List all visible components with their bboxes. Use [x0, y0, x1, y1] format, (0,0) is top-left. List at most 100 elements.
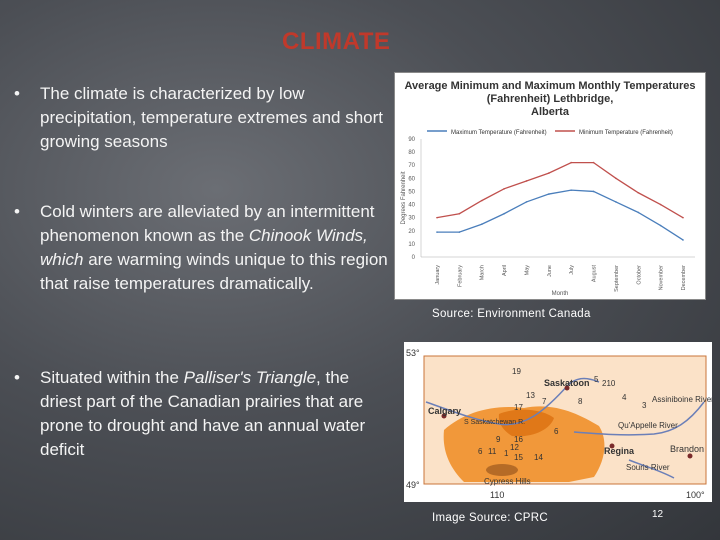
saskatoon-label: Saskatoon: [544, 378, 590, 388]
region-number: 5: [594, 375, 599, 384]
driest-zone: [498, 409, 554, 437]
palliser-triangle-area: [443, 406, 605, 482]
series-point: [436, 231, 438, 233]
series-point: [570, 189, 572, 191]
y-tick-label: 80: [408, 150, 415, 156]
page-number: 12: [652, 509, 664, 520]
lon-east-label: 100°: [686, 490, 705, 500]
calgary-label: Calgary: [428, 406, 461, 416]
lon-west-label: 110: [490, 490, 504, 500]
regina-label: Regina: [604, 446, 635, 456]
saskatchewan-river-line: [425, 377, 600, 426]
bullet-text: Situated within the Palliser's Triangle,…: [40, 368, 366, 459]
series-point: [503, 212, 505, 215]
x-tick-label: September: [614, 265, 620, 292]
y-axis-label: Degrees Fahrenheit: [401, 171, 407, 224]
chart-source: Source: Environment Canada: [432, 308, 591, 320]
y-tick-label: 40: [408, 203, 415, 209]
saskatoon-dot: [564, 385, 570, 391]
x-tick-label: December: [681, 265, 687, 291]
region-number: 19: [512, 367, 521, 376]
series-point: [525, 180, 528, 182]
calgary-dot: [441, 413, 447, 419]
regina-dot: [609, 443, 615, 449]
x-tick-label: October: [636, 265, 642, 285]
region-number: 7: [542, 397, 547, 406]
bullet-item: • Cold winters are alleviated by an inte…: [14, 200, 394, 296]
bullet-marker: •: [14, 368, 20, 387]
series-point: [592, 190, 595, 193]
series-point: [480, 223, 483, 226]
bullet-text: The climate is characterized by low prec…: [40, 84, 384, 151]
region-number: 9: [496, 435, 501, 444]
region-number: 13: [526, 391, 535, 400]
series-point: [503, 188, 505, 190]
qu-appelle-label: Qu'Appelle River: [618, 421, 678, 430]
series-point: [615, 177, 617, 180]
region-number: 3: [642, 401, 647, 410]
series-point: [682, 216, 684, 219]
region-number: 6: [478, 447, 483, 456]
map-svg: 53° 49° 110 100° Saskatoon Calgary Regin…: [404, 342, 714, 502]
bullet-item: • The climate is characterized by low pr…: [14, 82, 394, 154]
chart-title-line: (Fahrenheit) Lethbridge,: [487, 93, 614, 105]
x-tick-label: July: [569, 265, 575, 275]
series-point: [615, 201, 617, 203]
cypress-hills-label: Cypress Hills: [484, 477, 531, 486]
souris-label: Souris River: [626, 463, 670, 472]
y-tick-label: 60: [408, 176, 415, 182]
map-source: Image Source: CPRC: [432, 512, 548, 524]
region-number: 11: [488, 447, 497, 456]
lat-south-label: 49°: [406, 480, 420, 490]
souris-river-line: [628, 459, 675, 479]
series-point: [659, 203, 662, 206]
assiniboine-label: Assiniboine River: [652, 395, 712, 404]
series-point: [570, 161, 572, 164]
region-number: 210: [602, 379, 616, 388]
y-tick-label: 70: [408, 163, 415, 169]
series-point: [436, 216, 438, 219]
x-tick-label: April: [502, 265, 508, 276]
series-point: [458, 231, 461, 233]
series-point: [592, 161, 595, 164]
region-number: 8: [578, 397, 583, 406]
region-number: 15: [514, 453, 523, 462]
series-point: [637, 211, 640, 214]
y-tick-label: 30: [408, 216, 415, 222]
chart-title-line: Alberta: [531, 106, 570, 118]
brandon-dot: [687, 453, 693, 459]
x-tick-label: August: [592, 265, 598, 283]
region-number: 16: [514, 435, 523, 444]
region-number: 17: [514, 403, 523, 412]
brandon-label: Brandon: [670, 444, 704, 454]
palliser-triangle-map: 53° 49° 110 100° Saskatoon Calgary Regin…: [404, 342, 714, 502]
x-axis-label: Month: [552, 291, 569, 297]
region-number: 6: [554, 427, 559, 436]
y-tick-label: 90: [408, 137, 415, 143]
series-line: [436, 161, 684, 219]
series-point: [659, 224, 662, 227]
series-point: [480, 199, 483, 202]
series-point: [525, 201, 528, 203]
series-point: [637, 191, 640, 194]
x-tick-label: January: [435, 265, 441, 285]
chart-title-line: Average Minimum and Maximum Monthly Temp…: [405, 80, 696, 92]
s-saskatchewan-label: S Saskatchewan R.: [464, 419, 525, 426]
cypress-hills-shape: [486, 464, 518, 476]
region-number-labels: 19 5 210 13 7 8 4 3 17 6 16 12 1 11 15 1…: [478, 367, 647, 462]
x-tick-label: February: [457, 265, 463, 287]
x-tick-label: March: [480, 265, 486, 280]
bullet-text: Cold winters are alleviated by an interm…: [40, 202, 388, 293]
legend-label: Minimum Temperature (Fahrenheit): [579, 130, 673, 136]
series-point: [682, 239, 684, 241]
legend-label: Maximum Temperature (Fahrenheit): [451, 130, 547, 136]
y-tick-label: 50: [408, 189, 415, 195]
y-tick-label: 0: [412, 255, 416, 261]
x-tick-label: May: [524, 265, 530, 276]
series-point: [458, 212, 461, 215]
region-number: 14: [534, 453, 543, 462]
x-tick-label: November: [659, 265, 665, 291]
qu-appelle-river-line: [573, 401, 705, 436]
x-tick-label: June: [547, 265, 553, 277]
region-number: 1: [504, 449, 509, 458]
